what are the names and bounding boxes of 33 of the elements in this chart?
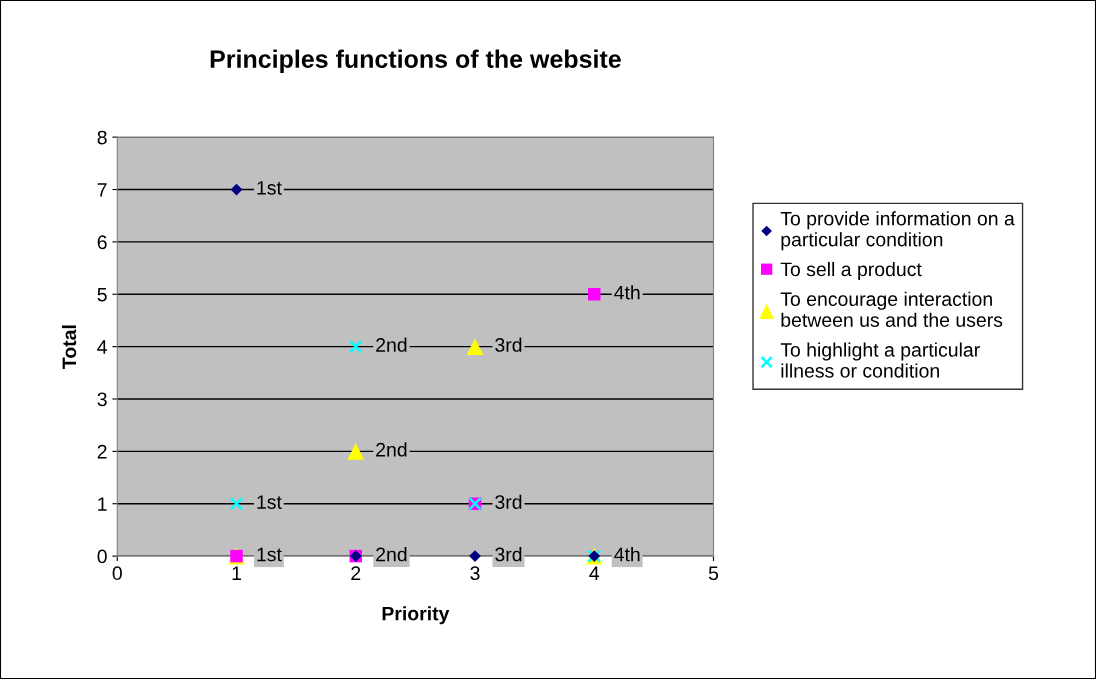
x-tick-label: 5 (708, 566, 719, 581)
legend-label: To encourage interaction between us and the users (780, 291, 1003, 327)
annotation: 2nd (376, 547, 407, 562)
annotation: 3rd (495, 547, 522, 562)
y-tick-label: 3 (97, 392, 107, 407)
annotation: 2nd (376, 442, 407, 457)
legend-label: To provide information on a particular condition (780, 211, 1015, 251)
y-tick-label: 4 (97, 340, 107, 354)
annotation: 3rd (495, 494, 522, 509)
annotation: 1st (257, 547, 282, 562)
x-tick-label: 3 (470, 566, 480, 581)
x-tick-label: 2 (351, 566, 361, 580)
y-tick-label: 7 (97, 183, 107, 197)
annotation: 4th (614, 547, 640, 562)
y-tick-label: 1 (98, 497, 107, 511)
chart-title: Principles functions of the website (210, 49, 621, 73)
annotation: 4th (614, 285, 640, 300)
y-axis-title: Total (61, 325, 77, 369)
y-tick-label: 8 (97, 130, 107, 145)
legend-label: To highlight a particular illness or condition (780, 342, 980, 378)
x-tick-label: 4 (589, 566, 600, 580)
legend-label: To sell a product (780, 261, 922, 281)
y-tick-label: 2 (97, 444, 107, 459)
x-axis-title: Priority (382, 606, 450, 625)
x-tick-label: 0 (112, 566, 122, 581)
annotation: 3rd (495, 337, 522, 352)
y-tick-label: 5 (97, 287, 107, 302)
annotation: 2nd (376, 337, 407, 352)
y-tick-label: 0 (97, 549, 107, 564)
y-tick-label: 6 (97, 235, 107, 250)
x-tick-label: 1 (232, 566, 241, 580)
annotation: 1st (257, 495, 282, 509)
annotation: 1st (257, 181, 282, 195)
